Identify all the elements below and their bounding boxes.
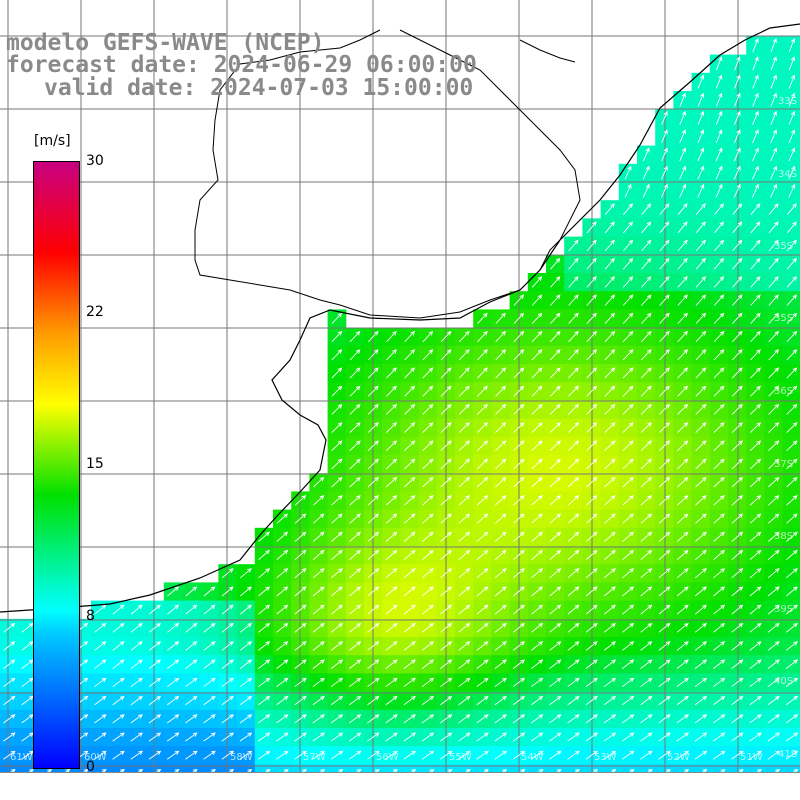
lat-label-40s: 40S xyxy=(774,676,794,687)
lat-label-35s-b: 35S xyxy=(774,313,794,324)
country-border xyxy=(194,29,581,319)
lat-label-34s: 34S xyxy=(778,169,798,180)
colorbar-tick-0: 0 xyxy=(86,759,95,775)
colorbar-tick-8: 8 xyxy=(86,608,95,624)
lon-label-61w: 61W xyxy=(10,752,33,763)
lon-label-52w: 52W xyxy=(667,752,690,763)
colorbar-tick-15: 15 xyxy=(86,456,104,472)
wind-map xyxy=(0,0,800,773)
lat-lon-grid xyxy=(0,0,800,772)
lat-label-38s: 38S xyxy=(774,531,794,542)
lon-label-51w: 51W xyxy=(740,752,763,763)
forecast-date: forecast date: 2024-06-29 06:00:00 xyxy=(6,52,477,78)
lat-label-36s: 36S xyxy=(774,386,794,397)
wind-cells xyxy=(0,36,800,772)
lon-label-55w: 55W xyxy=(449,752,472,763)
coastline xyxy=(0,23,800,613)
wind-arrows xyxy=(3,37,799,772)
lon-label-60w: 60W xyxy=(84,752,107,763)
lat-label-37s: 37S xyxy=(774,459,794,470)
lon-label-58w: 58W xyxy=(230,752,253,763)
lon-label-56w: 56W xyxy=(376,752,399,763)
colorbar xyxy=(33,161,80,769)
lat-label-41s: 41S xyxy=(778,749,798,760)
colorbar-tick-30: 30 xyxy=(86,153,104,169)
lon-label-54w: 54W xyxy=(521,752,544,763)
lat-label-39s: 39S xyxy=(774,604,794,615)
lon-label-53w: 53W xyxy=(594,752,617,763)
colorbar-unit: [m/s] xyxy=(34,133,71,149)
lat-label-35s-a: 35S xyxy=(774,241,794,252)
colorbar-tick-22: 22 xyxy=(86,304,104,320)
wind-field-plot xyxy=(0,0,800,772)
model-title: modelo GEFS-WAVE (NCEP) xyxy=(6,30,325,56)
lon-label-57w: 57W xyxy=(303,752,326,763)
lat-label-33s: 33S xyxy=(778,96,798,107)
country-border-north xyxy=(519,39,576,63)
valid-date: valid date: 2024-07-03 15:00:00 xyxy=(44,75,474,101)
